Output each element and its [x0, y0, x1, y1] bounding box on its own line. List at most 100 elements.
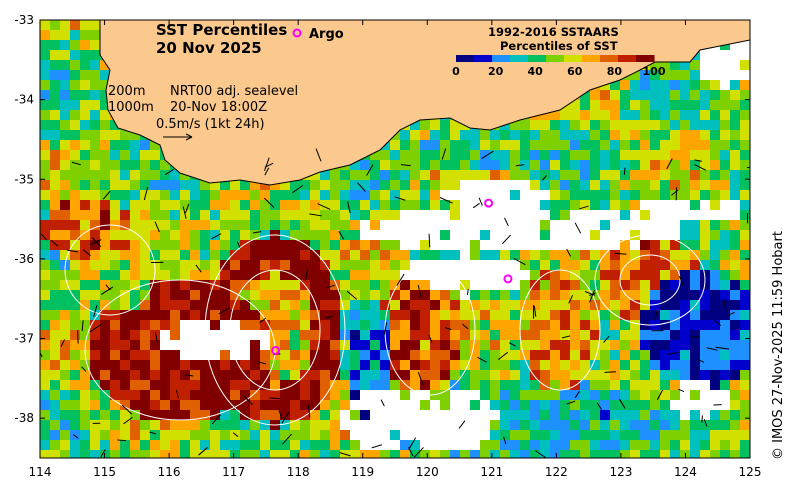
- sst-cell: [730, 340, 740, 350]
- sst-cell: [330, 250, 340, 260]
- sst-cell: [430, 300, 440, 310]
- sst-cell: [250, 220, 260, 230]
- current-vector: [184, 203, 190, 214]
- sst-cell: [660, 220, 670, 230]
- sst-cell: [220, 240, 230, 250]
- sst-cell: [190, 320, 200, 330]
- sst-cell: [700, 340, 710, 350]
- sst-cell: [90, 190, 100, 200]
- sst-cell: [110, 330, 120, 340]
- sst-cell: [410, 230, 420, 240]
- sst-cell: [740, 220, 750, 230]
- sst-cell: [520, 440, 530, 450]
- sst-cell: [120, 410, 130, 420]
- sst-cell: [420, 450, 430, 458]
- sst-cell: [100, 180, 110, 190]
- sst-cell: [120, 360, 130, 370]
- current-vector: [154, 221, 160, 233]
- current-vector: [706, 347, 718, 351]
- sst-cell: [80, 250, 90, 260]
- sst-cell: [240, 230, 250, 240]
- sst-cell: [200, 240, 210, 250]
- sst-cell: [670, 100, 680, 110]
- sst-cell: [110, 230, 120, 240]
- sst-cell: [190, 350, 200, 360]
- sst-cell: [580, 250, 590, 260]
- sst-cell: [470, 180, 480, 190]
- sst-cell: [740, 340, 750, 350]
- y-tick-label: -38: [14, 411, 34, 425]
- sst-cell: [680, 130, 690, 140]
- sst-cell: [530, 150, 540, 160]
- sst-cell: [330, 330, 340, 340]
- sst-cell: [280, 370, 290, 380]
- sst-cell: [650, 380, 660, 390]
- sst-cell: [620, 270, 630, 280]
- sst-cell: [580, 280, 590, 290]
- sst-cell: [620, 120, 630, 130]
- sst-cell: [130, 230, 140, 240]
- sst-cell: [440, 290, 450, 300]
- sst-cell: [610, 100, 620, 110]
- sst-cell: [400, 430, 410, 440]
- sst-cell: [710, 230, 720, 240]
- sst-cell: [510, 390, 520, 400]
- sst-cell: [730, 120, 740, 130]
- sst-cell: [680, 120, 690, 130]
- sst-cell: [180, 370, 190, 380]
- sst-cell: [80, 420, 90, 430]
- sst-cell: [550, 260, 560, 270]
- sst-cell: [560, 120, 570, 130]
- ssh-contour: [519, 269, 601, 391]
- sst-cell: [200, 410, 210, 420]
- sst-cell: [690, 420, 700, 430]
- sst-cell: [280, 450, 290, 458]
- sst-cell: [160, 230, 170, 240]
- sst-cell: [340, 240, 350, 250]
- sst-cell: [250, 240, 260, 250]
- sst-cell: [470, 430, 480, 440]
- sst-cell: [210, 370, 220, 380]
- sst-cell: [170, 330, 180, 340]
- sst-cell: [160, 220, 170, 230]
- sst-cell: [560, 170, 570, 180]
- sst-cell: [450, 440, 460, 450]
- sst-cell: [450, 260, 460, 270]
- sst-cell: [440, 300, 450, 310]
- sst-cell: [630, 80, 640, 90]
- current-vector: [338, 231, 345, 240]
- sst-cell: [290, 440, 300, 450]
- sst-cell: [560, 110, 570, 120]
- sst-cell: [90, 150, 100, 160]
- sst-cell: [570, 360, 580, 370]
- percentile-legend: 1992-2016 SSTAARS Percentiles of SST 0 20…: [452, 25, 666, 78]
- sst-cell: [200, 380, 210, 390]
- sst-cell: [290, 190, 300, 200]
- sst-cell: [440, 340, 450, 350]
- sst-cell: [220, 250, 230, 260]
- sst-cell: [590, 420, 600, 430]
- sst-cell: [360, 450, 370, 458]
- sst-cell: [370, 360, 380, 370]
- sst-cell: [110, 440, 120, 450]
- sst-cell: [210, 340, 220, 350]
- sst-cell: [550, 180, 560, 190]
- sst-cell: [360, 180, 370, 190]
- sst-cell: [590, 110, 600, 120]
- sst-cell: [60, 450, 70, 458]
- sst-cell: [140, 270, 150, 280]
- sst-cell: [520, 280, 530, 290]
- sst-cell: [440, 280, 450, 290]
- sst-cell: [680, 360, 690, 370]
- sst-cell: [190, 280, 200, 290]
- sst-cell: [720, 180, 730, 190]
- sst-cell: [730, 390, 740, 400]
- sst-cell: [650, 310, 660, 320]
- sst-cell: [360, 270, 370, 280]
- sst-cell: [310, 410, 320, 420]
- sst-cell: [230, 400, 240, 410]
- sst-cell: [40, 100, 50, 110]
- sst-cell: [440, 180, 450, 190]
- sst-cell: [330, 260, 340, 270]
- sst-cell: [600, 340, 610, 350]
